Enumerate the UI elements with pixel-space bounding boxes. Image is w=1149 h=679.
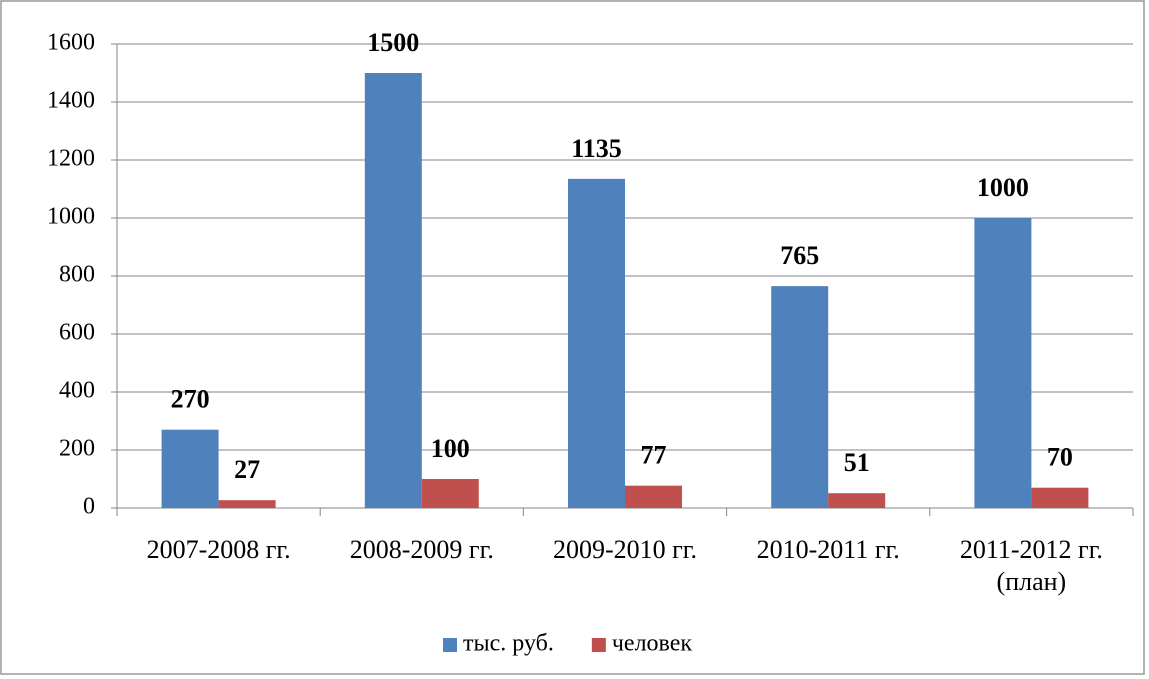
bar bbox=[625, 485, 682, 508]
data-label: 70 bbox=[1047, 443, 1073, 472]
y-tick-label: 400 bbox=[59, 378, 95, 404]
x-tick-label: 2010-2011 гг. bbox=[756, 535, 900, 564]
y-tick-label: 200 bbox=[59, 436, 95, 462]
data-label: 1500 bbox=[367, 28, 419, 57]
legend-swatch bbox=[443, 638, 457, 652]
data-label: 27 bbox=[234, 455, 260, 484]
data-label: 100 bbox=[431, 434, 470, 463]
x-tick-label: 2007-2008 гг. bbox=[146, 535, 291, 564]
legend-label: человек bbox=[612, 631, 693, 657]
bar bbox=[161, 429, 219, 508]
bar bbox=[771, 286, 829, 508]
x-tick-label: 2009-2010 гг. bbox=[552, 535, 698, 564]
y-tick-label: 1000 bbox=[47, 204, 95, 230]
y-tick-label: 1200 bbox=[47, 146, 95, 172]
legend-label: тыс. руб. bbox=[463, 631, 554, 657]
legend-swatch bbox=[591, 638, 606, 652]
bar bbox=[568, 178, 625, 508]
y-tick-label: 800 bbox=[59, 262, 95, 288]
data-label: 77 bbox=[641, 441, 667, 470]
data-label: 270 bbox=[171, 385, 210, 414]
data-label: 765 bbox=[780, 241, 819, 270]
data-label: 1135 bbox=[571, 134, 622, 163]
y-tick-label: 0 bbox=[83, 494, 95, 520]
data-label: 1000 bbox=[977, 173, 1029, 202]
x-tick-label: 2008-2009 гг. bbox=[349, 535, 494, 564]
bar bbox=[421, 479, 479, 508]
y-tick-label: 1600 bbox=[47, 30, 95, 56]
data-label: 51 bbox=[844, 448, 870, 477]
bar bbox=[828, 493, 886, 508]
bar bbox=[218, 500, 276, 508]
y-tick-label: 1400 bbox=[47, 88, 95, 114]
bar bbox=[364, 73, 422, 508]
bar bbox=[974, 218, 1032, 508]
bar bbox=[1031, 487, 1089, 508]
y-tick-label: 600 bbox=[59, 320, 95, 346]
x-tick-label: 2011-2012 гг. (план) bbox=[959, 535, 1103, 596]
